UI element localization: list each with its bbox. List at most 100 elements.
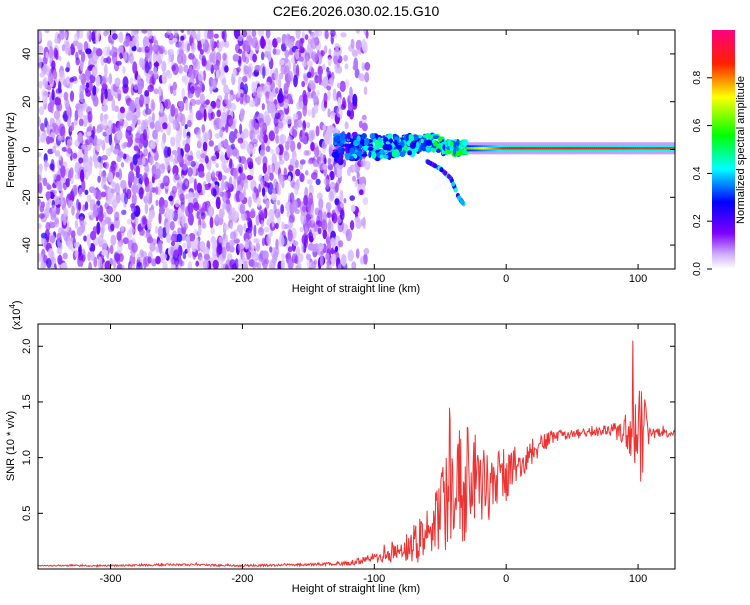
spectrogram-noise-cell — [187, 191, 193, 203]
spectrogram-signal-core — [630, 147, 634, 150]
spectrogram-noise-cell — [106, 56, 112, 64]
spectrogram-noise-cell — [284, 49, 290, 58]
spectrogram-noise-cell — [193, 178, 197, 191]
spectrogram-signal-core — [622, 147, 626, 150]
spectrogram-noise-cell — [307, 159, 312, 165]
spectrogram-noise-cell — [287, 229, 293, 242]
snr-x-tick-label: 100 — [629, 573, 647, 585]
spectrogram-noise-cell — [346, 109, 351, 117]
spectrogram-noise-cell — [173, 30, 178, 38]
spectrogram-noise-cell — [208, 140, 214, 147]
spectrogram-noise-cell — [229, 239, 235, 247]
spectrogram-noise-cell — [74, 250, 79, 258]
spectrogram-noise-cell — [170, 246, 174, 256]
spectrogram-noise-cell — [180, 35, 185, 41]
spectrogram-noise-cell — [162, 261, 168, 269]
spectrogram-signal-core — [529, 147, 533, 150]
spectrogram-branch-cell — [451, 181, 456, 187]
spectrogram-noise-cell — [257, 227, 265, 236]
spectrogram-noise-cell — [124, 35, 131, 47]
colorbar-ticks: 0.0 0.2 0.4 0.6 0.8 — [692, 70, 712, 276]
spectrogram-noise-cell — [215, 196, 221, 210]
spectrogram-noise-cell — [131, 183, 138, 194]
spectrogram-noise-cell — [198, 257, 204, 268]
spectrogram-noise-cell — [281, 253, 285, 260]
spectrogram-noise-cell — [322, 229, 328, 240]
spectrogram-noise-cell — [322, 124, 327, 132]
spectrogram-noise-cell — [181, 42, 188, 52]
spectrogram-noise-cell — [120, 225, 124, 232]
spectrogram-noise-cell — [38, 116, 41, 127]
spectrogram-noise-cell — [308, 130, 314, 143]
spectrogram-noise-cell — [147, 30, 153, 40]
spectrogram-noise-cell — [151, 258, 157, 267]
spectrogram-signal-core — [624, 147, 628, 150]
spectrogram-noise-cell — [114, 105, 119, 113]
spectrogram-noise-cell — [42, 64, 47, 76]
spectrogram-signal-cell — [422, 134, 428, 138]
spectrogram-noise-cell — [306, 179, 313, 185]
spectrogram-noise-cell — [151, 101, 156, 111]
spectrogram-noise-cell — [107, 218, 111, 226]
spectrogram-noise-cell — [60, 165, 66, 178]
spectrogram-noise-cell — [38, 253, 44, 262]
spectrogram-noise-cell — [87, 111, 93, 123]
spectrogram-noise-cell — [358, 120, 363, 129]
spectrogram-noise-cell — [215, 51, 222, 64]
spectrogram-signal-cell — [461, 139, 469, 147]
spectrogram-noise-cell — [196, 60, 201, 71]
spectrogram-signal-cell — [436, 148, 441, 153]
spectrogram-noise-cell — [239, 192, 245, 201]
spectrogram-noise-cell — [119, 52, 123, 60]
spectrogram-signal-core — [593, 147, 596, 150]
spectrogram-signal-core — [466, 147, 470, 150]
spectrogram-noise-cell — [102, 131, 107, 137]
spectrogram-noise-cell — [314, 75, 320, 84]
spectrogram-noise-cell — [301, 80, 306, 88]
spectrogram-noise-cell — [196, 149, 201, 160]
spectrogram-noise-cell — [269, 246, 273, 253]
spectrogram-noise-cell — [144, 166, 149, 172]
spectrogram-noise-cell — [190, 30, 197, 40]
spectrogram-noise-cell — [347, 249, 354, 262]
spectrogram-noise-cell — [188, 176, 195, 184]
chart-title: C2E6.2026.030.02.15.G10 — [273, 3, 440, 19]
spectrogram-noise-cell — [304, 34, 309, 40]
spectrogram-signal-core — [640, 147, 644, 150]
spectrogram-noise-cell — [257, 259, 262, 268]
spectrogram-noise-cell — [57, 135, 63, 142]
spectrogram-noise-cell — [330, 112, 335, 120]
spectrogram-signal-cell — [367, 146, 374, 151]
spectrogram-signal-cell — [339, 132, 346, 141]
spectrogram-signal-cell — [407, 150, 412, 156]
spectrogram-noise-cell — [100, 55, 105, 66]
spectrogram-noise-cell — [40, 131, 47, 142]
spectrogram-noise-cell — [152, 35, 157, 44]
spectrogram-signal-core — [646, 147, 650, 150]
spectrogram-noise-cell — [172, 37, 178, 43]
spectrogram-noise-cell — [212, 259, 219, 269]
spectrogram-noise-cell — [89, 250, 95, 261]
spectrogram-noise-cell — [263, 226, 270, 233]
spectrogram-signal-cell — [374, 139, 381, 148]
spectrogram-signal-core — [573, 147, 576, 150]
spectrogram-noise-cell — [181, 174, 186, 181]
spectrogram-signal-core — [613, 147, 616, 150]
spectrogram-noise-cell — [181, 87, 185, 100]
spectrogram-noise-cell — [299, 163, 303, 170]
spectrogram-noise-cell — [265, 30, 271, 39]
snr-y-tick-label: 1.5 — [21, 394, 33, 409]
spectrogram-noise-cell — [38, 129, 41, 138]
spectrogram-noise-cell — [326, 233, 330, 243]
spectrogram-noise-cell — [139, 94, 144, 108]
spectrogram-noise-cell — [345, 79, 350, 88]
spectrogram-noise-cell — [230, 102, 237, 111]
spectrogram-noise-cell — [287, 135, 293, 144]
spectrogram-noise-cell — [211, 169, 216, 178]
spectrogram-noise-cell — [168, 195, 174, 202]
spectrogram-noise-cell — [299, 173, 305, 183]
spectrogram-noise-cell — [148, 190, 153, 203]
spectrogram-noise-cell — [262, 162, 267, 174]
spectrogram-noise-cell — [326, 212, 332, 219]
